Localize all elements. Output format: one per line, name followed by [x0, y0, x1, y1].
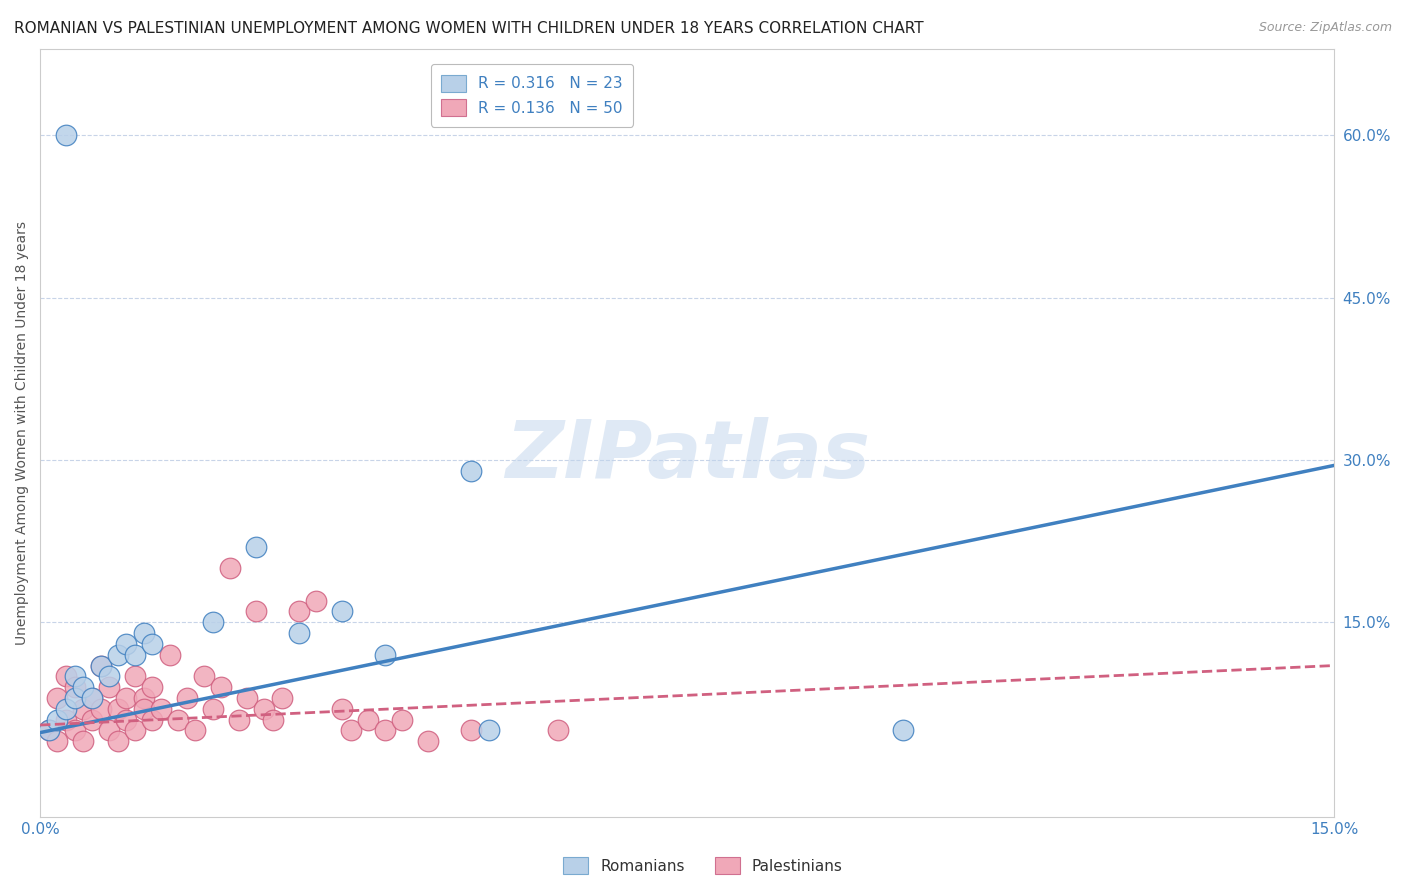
Point: [228, 713, 250, 727]
Point: [115, 691, 138, 706]
Point: [72, 680, 94, 694]
Point: [391, 713, 413, 727]
Point: [115, 713, 138, 727]
Point: [46, 691, 69, 706]
Point: [193, 669, 215, 683]
Point: [38, 723, 60, 738]
Point: [89, 658, 111, 673]
Point: [72, 702, 94, 716]
Point: [460, 464, 482, 478]
Point: [339, 723, 361, 738]
Text: Source: ZipAtlas.com: Source: ZipAtlas.com: [1258, 21, 1392, 34]
Point: [55, 713, 77, 727]
Point: [167, 713, 190, 727]
Point: [124, 723, 146, 738]
Point: [418, 734, 440, 748]
Point: [46, 734, 69, 748]
Point: [115, 637, 138, 651]
Point: [478, 723, 501, 738]
Point: [124, 648, 146, 662]
Point: [55, 669, 77, 683]
Point: [330, 604, 353, 618]
Point: [63, 691, 86, 706]
Point: [80, 691, 103, 706]
Point: [219, 561, 242, 575]
Point: [159, 648, 181, 662]
Point: [330, 702, 353, 716]
Point: [132, 626, 155, 640]
Point: [288, 626, 311, 640]
Point: [98, 680, 121, 694]
Point: [176, 691, 198, 706]
Point: [460, 723, 482, 738]
Point: [245, 540, 267, 554]
Text: ROMANIAN VS PALESTINIAN UNEMPLOYMENT AMONG WOMEN WITH CHILDREN UNDER 18 YEARS CO: ROMANIAN VS PALESTINIAN UNEMPLOYMENT AMO…: [14, 21, 924, 36]
Point: [209, 680, 232, 694]
Point: [63, 669, 86, 683]
Point: [141, 680, 163, 694]
Point: [63, 723, 86, 738]
Legend: Romanians, Palestinians: Romanians, Palestinians: [557, 851, 849, 880]
Point: [141, 637, 163, 651]
Point: [184, 723, 207, 738]
Point: [253, 702, 276, 716]
Point: [374, 648, 396, 662]
Point: [107, 648, 129, 662]
Point: [201, 702, 224, 716]
Point: [72, 734, 94, 748]
Point: [107, 734, 129, 748]
Y-axis label: Unemployment Among Women with Children Under 18 years: Unemployment Among Women with Children U…: [15, 221, 30, 645]
Point: [63, 680, 86, 694]
Point: [80, 713, 103, 727]
Point: [132, 691, 155, 706]
Point: [38, 723, 60, 738]
Point: [149, 702, 172, 716]
Point: [98, 669, 121, 683]
Point: [374, 723, 396, 738]
Point: [124, 669, 146, 683]
Point: [46, 713, 69, 727]
Point: [89, 658, 111, 673]
Point: [55, 702, 77, 716]
Text: ZIPatlas: ZIPatlas: [505, 417, 870, 495]
Point: [201, 615, 224, 630]
Point: [245, 604, 267, 618]
Point: [107, 702, 129, 716]
Point: [80, 691, 103, 706]
Legend: R = 0.316   N = 23, R = 0.136   N = 50: R = 0.316 N = 23, R = 0.136 N = 50: [430, 64, 633, 127]
Point: [132, 702, 155, 716]
Point: [89, 702, 111, 716]
Point: [236, 691, 259, 706]
Point: [547, 723, 569, 738]
Point: [270, 691, 292, 706]
Point: [55, 128, 77, 143]
Point: [305, 593, 328, 607]
Point: [262, 713, 284, 727]
Point: [98, 723, 121, 738]
Point: [357, 713, 380, 727]
Point: [891, 723, 914, 738]
Point: [141, 713, 163, 727]
Point: [288, 604, 311, 618]
